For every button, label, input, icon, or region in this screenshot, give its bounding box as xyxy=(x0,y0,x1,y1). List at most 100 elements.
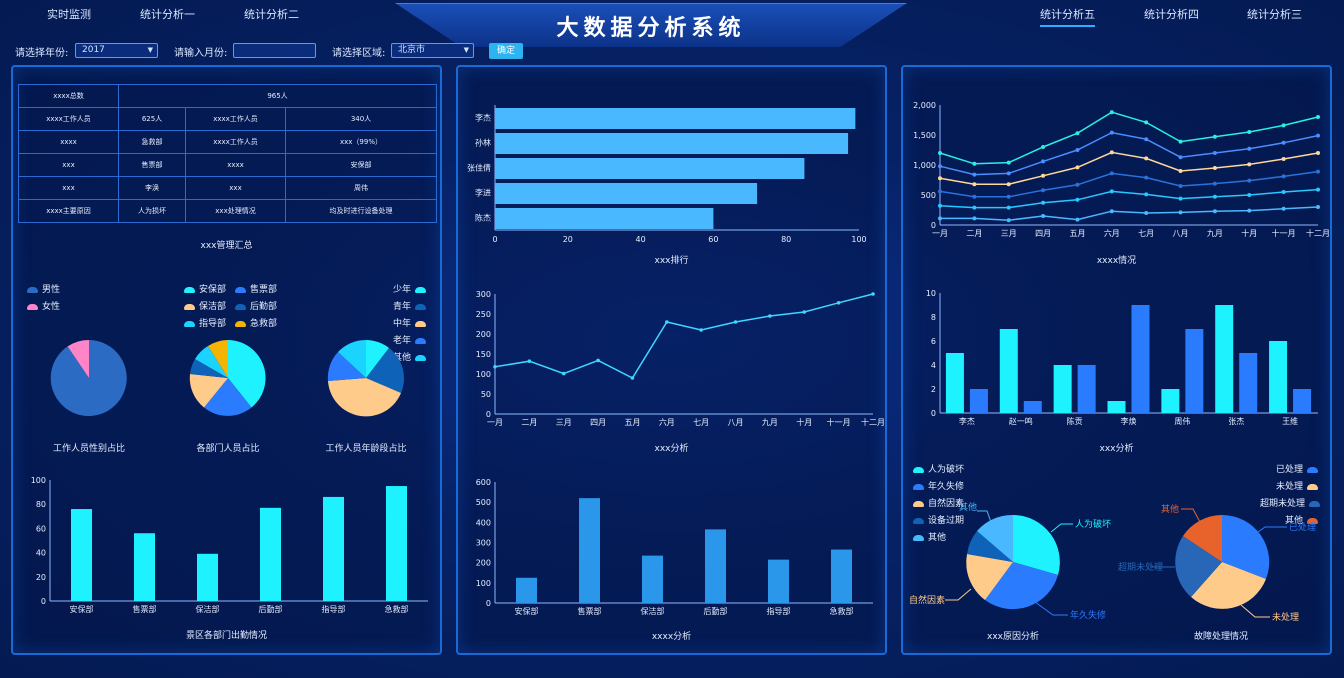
data-point xyxy=(1109,189,1114,194)
xxxx-analysis-caption: xxxx分析 xyxy=(651,632,692,642)
xxxx-status-chart: 0 500 1,000 1,500 2,000 一月 二月 三月 四月 五月 六月 七月 八月 九月 十月 十… xyxy=(913,101,1330,238)
bar xyxy=(831,549,852,603)
y-tick-label: 0 xyxy=(931,409,936,418)
data-point xyxy=(1075,217,1080,222)
region-value: 北京市 xyxy=(398,45,426,55)
x-tick-label: 七月 xyxy=(1138,229,1154,238)
xxxx-bar-chart: 0 100 200 300 400 500 600 安保部 售票部 保洁部 后勤部 指导部 急救部 xyxy=(476,478,873,616)
bar xyxy=(495,133,849,154)
bar xyxy=(705,529,726,603)
x-tick-label: 一月 xyxy=(932,229,948,238)
table-row: xxxx总数 965人 xyxy=(18,84,437,108)
ranking-caption: xxx排行 xyxy=(654,256,689,266)
month-input[interactable] xyxy=(233,43,316,58)
data-point xyxy=(630,376,635,380)
data-point xyxy=(1316,151,1320,155)
grouped-bar-caption: xxx分析 xyxy=(1099,444,1134,454)
data-point xyxy=(493,365,497,369)
data-point xyxy=(1144,156,1149,161)
data-point xyxy=(1247,146,1252,151)
data-point xyxy=(1075,131,1080,136)
data-point xyxy=(1281,190,1286,194)
pie-label-cause-2: 自然因素 xyxy=(909,594,945,606)
series-line xyxy=(939,151,1319,185)
data-point xyxy=(1281,206,1286,211)
data-point xyxy=(972,182,977,187)
pie-slice-fault-3 xyxy=(1183,515,1222,562)
data-point xyxy=(1041,188,1046,193)
legend-fault-1: 未处理 xyxy=(1276,479,1322,492)
x-tick-label: 二月 xyxy=(521,418,537,427)
data-point xyxy=(1316,133,1320,138)
legend-fault-0: 已处理 xyxy=(1276,462,1322,475)
data-point xyxy=(972,216,977,221)
x-tick-label: 十二月 xyxy=(861,417,885,427)
label-line xyxy=(1257,526,1287,533)
x-tick-label: 十月 xyxy=(1241,228,1257,238)
nav-stats-1[interactable]: 统计分析一 xyxy=(140,8,195,21)
bar xyxy=(1107,401,1126,413)
label-line xyxy=(945,588,972,601)
y-tick-label: 400 xyxy=(476,518,491,527)
legend-dept-1: 售票部 xyxy=(231,282,277,295)
legend-cause-1: 年久失修 xyxy=(909,479,964,492)
y-tick-label: 0 xyxy=(486,599,491,608)
dept-pie-caption: 各部门人员占比 xyxy=(196,444,260,454)
y-tick-label: 8 xyxy=(931,313,936,322)
nav-stats-5[interactable]: 统计分析五 xyxy=(1040,6,1095,27)
pie-slice-age-1 xyxy=(366,348,404,393)
data-point xyxy=(1247,193,1252,197)
cause-pie-caption: xxx原因分析 xyxy=(987,632,1039,642)
pie-row-left xyxy=(50,339,404,417)
nav-stats-2[interactable]: 统计分析二 xyxy=(244,8,299,21)
confirm-button[interactable]: 确定 xyxy=(489,43,523,59)
chevron-down-icon: ▼ xyxy=(147,46,153,54)
x-tick-label: 售票部 xyxy=(578,606,602,616)
y-tick-label: 100 xyxy=(476,370,491,379)
data-point xyxy=(1075,148,1080,152)
data-point xyxy=(802,310,807,314)
bar xyxy=(642,555,663,603)
pie-slice-cause-4 xyxy=(977,514,1013,562)
pie-label-cause-3: 其他 xyxy=(959,501,977,513)
bar xyxy=(1239,353,1258,413)
pie-slice-cause-2 xyxy=(966,554,1013,600)
nav-realtime[interactable]: 实时监测 xyxy=(47,8,91,21)
y-tick-label: 50 xyxy=(481,390,491,399)
bar xyxy=(495,158,805,179)
pie-slice-dept-0 xyxy=(228,340,266,408)
x-tick-label: 一月 xyxy=(487,418,503,427)
month-label: 请输入月份: xyxy=(174,48,228,59)
data-point xyxy=(527,359,532,363)
xxxx-status-caption: xxxx情况 xyxy=(1096,256,1137,266)
legend-cause-4: 其他 xyxy=(909,530,946,543)
bar xyxy=(945,353,964,413)
data-point xyxy=(972,172,977,177)
pie-label-cause-1: 年久失修 xyxy=(1070,609,1106,621)
bar xyxy=(71,509,92,601)
legend-dept-0: 安保部 xyxy=(180,282,226,295)
fault-pie: 已处理 未处理 超期未处理 其他 xyxy=(1118,503,1316,623)
nav-stats-3[interactable]: 统计分析三 xyxy=(1247,8,1302,21)
region-select[interactable]: 北京市 ▼ xyxy=(391,43,474,58)
label-line xyxy=(1240,604,1270,618)
legend-dept-4: 指导部 xyxy=(180,316,226,329)
data-point xyxy=(871,292,875,296)
legend-male: 男性 xyxy=(23,282,60,295)
data-point xyxy=(1144,175,1149,180)
series-line xyxy=(939,131,1319,176)
left-panel: xxxx总数 965人 xxxx工作人员 625人 xxxx工作人员 340人 xxxx… xyxy=(11,65,442,655)
legend-dept-5: 急救部 xyxy=(231,316,277,329)
data-point xyxy=(1178,196,1183,201)
data-point xyxy=(1178,155,1183,160)
x-tick-label: 安保部 xyxy=(515,606,539,616)
legend-dept-3: 后勤部 xyxy=(231,299,277,312)
nav-stats-4[interactable]: 统计分析四 xyxy=(1144,8,1199,21)
data-point xyxy=(938,151,942,155)
legend-age-1: 青年 xyxy=(393,299,430,312)
x-tick-label: 指导部 xyxy=(767,606,791,616)
right-panel: 0 500 1,000 1,500 2,000 一月 二月 三月 四月 五月 六月 七月 八月 九月 十月 十… xyxy=(901,65,1332,655)
year-select[interactable]: 2017 ▼ xyxy=(75,43,158,58)
y-tick-label: 200 xyxy=(476,330,491,339)
summary-table: xxxx总数 965人 xxxx工作人员 625人 xxxx工作人员 340人 xxxx… xyxy=(18,84,437,223)
